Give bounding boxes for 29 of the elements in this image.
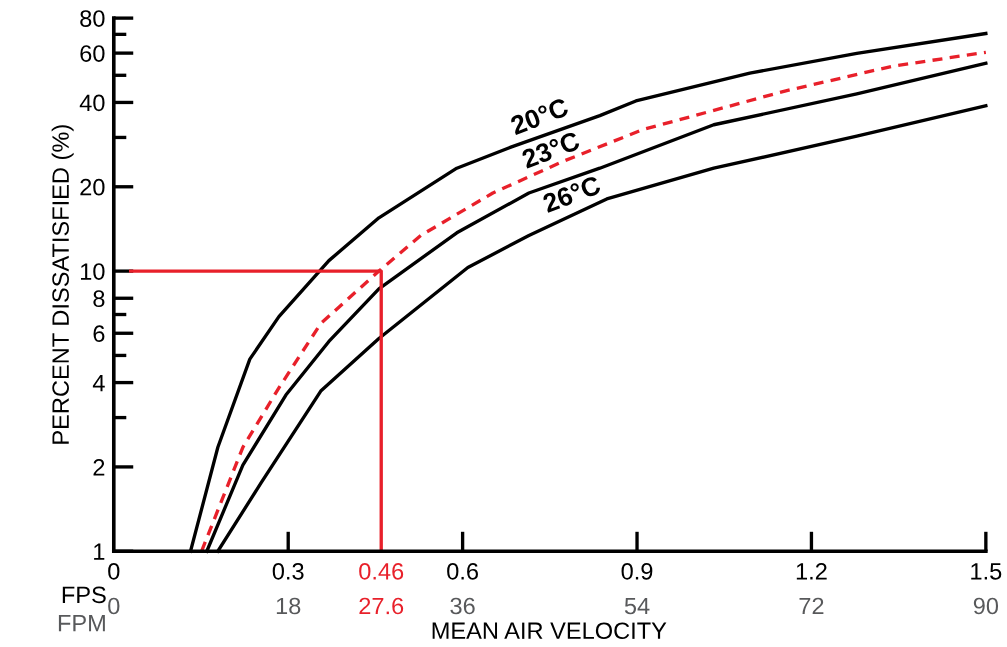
y-tick-label: 80 bbox=[80, 10, 105, 27]
y-tick-label: 10 bbox=[81, 263, 105, 280]
x2-tick-label: 36 bbox=[450, 597, 475, 615]
x-tick-label: 0.46 bbox=[359, 562, 404, 580]
x2-tick-label: 0 bbox=[108, 597, 120, 615]
x2-axis-title: FPM bbox=[58, 615, 105, 632]
y-tick-label: 6 bbox=[93, 325, 105, 343]
x-axis-title: FPS bbox=[62, 586, 106, 604]
x-tick-label: 0 bbox=[108, 562, 120, 580]
text: MEAN AIR VELOCITY bbox=[432, 622, 667, 640]
x2-tick-label: 72 bbox=[799, 597, 824, 615]
y-axis-title: PERCENT DISSATISFIED (%) bbox=[51, 125, 74, 444]
x2-tick-label: 90 bbox=[973, 597, 999, 615]
x2-tick-label: 18 bbox=[276, 597, 301, 615]
annotation: 26°C bbox=[541, 175, 602, 214]
x-tick-label: 1.5 bbox=[971, 563, 1002, 580]
y-tick-label: 2 bbox=[93, 458, 105, 476]
x-tick-label: 0.3 bbox=[272, 562, 304, 580]
x2-tick-label: 54 bbox=[624, 597, 650, 615]
y-tick-label: 40 bbox=[79, 94, 105, 112]
x2-tick-label: 27.6 bbox=[359, 597, 404, 615]
y-tick-label: 4 bbox=[92, 374, 105, 392]
y-tick-label: 1 bbox=[94, 543, 105, 560]
y-tick-label: 20 bbox=[80, 178, 105, 196]
y-tick-label: 60 bbox=[80, 45, 105, 62]
y-tick-label: 8 bbox=[93, 290, 105, 308]
x-tick-label: 0.9 bbox=[621, 562, 653, 580]
x-tick-label: 0.6 bbox=[447, 562, 478, 580]
x-tick-label: 1.2 bbox=[796, 562, 827, 580]
